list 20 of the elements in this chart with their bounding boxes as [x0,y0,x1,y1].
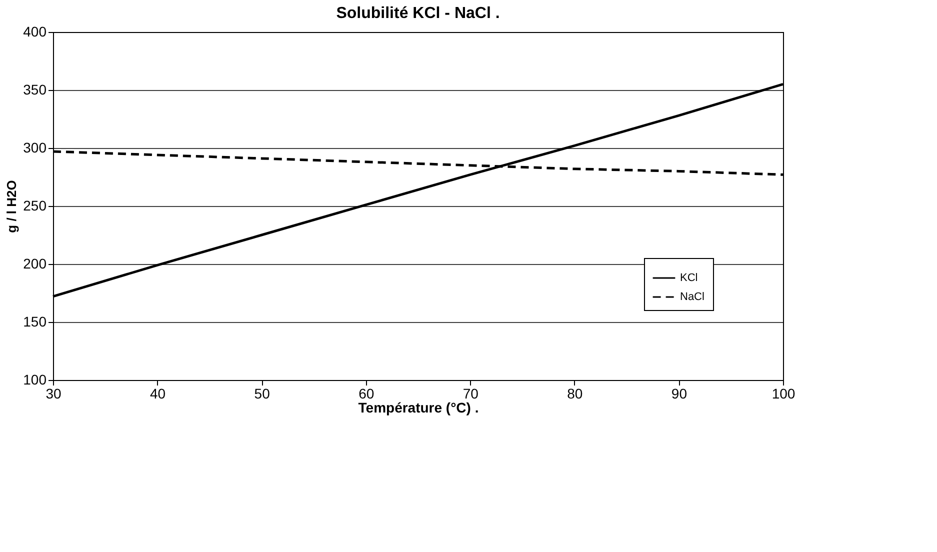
x-axis-title: Température (°C) . [358,400,479,416]
x-tick-label: 100 [772,386,796,402]
y-tick-label: 200 [23,256,47,272]
y-tick-label: 100 [23,372,47,388]
y-tick-label: 300 [23,140,47,156]
x-tick-label: 80 [567,386,583,402]
x-tick-label: 60 [358,386,374,402]
x-tick-label: 70 [462,386,479,402]
x-tick-label: 50 [254,386,270,402]
y-axis-title: g / l H2O [4,180,20,233]
y-tick-label: 250 [23,198,47,214]
legend-label: NaCl [680,291,704,303]
x-tick-label: 30 [46,386,62,402]
y-tick-label: 350 [23,82,47,98]
x-tick-label: 90 [671,386,688,402]
y-tick-label: 150 [23,314,47,330]
y-tick-label: 400 [23,24,47,40]
x-tick-label: 40 [150,386,166,402]
legend-label: KCl [680,272,698,284]
chart-title: Solubilité KCl - NaCl . [336,5,500,22]
